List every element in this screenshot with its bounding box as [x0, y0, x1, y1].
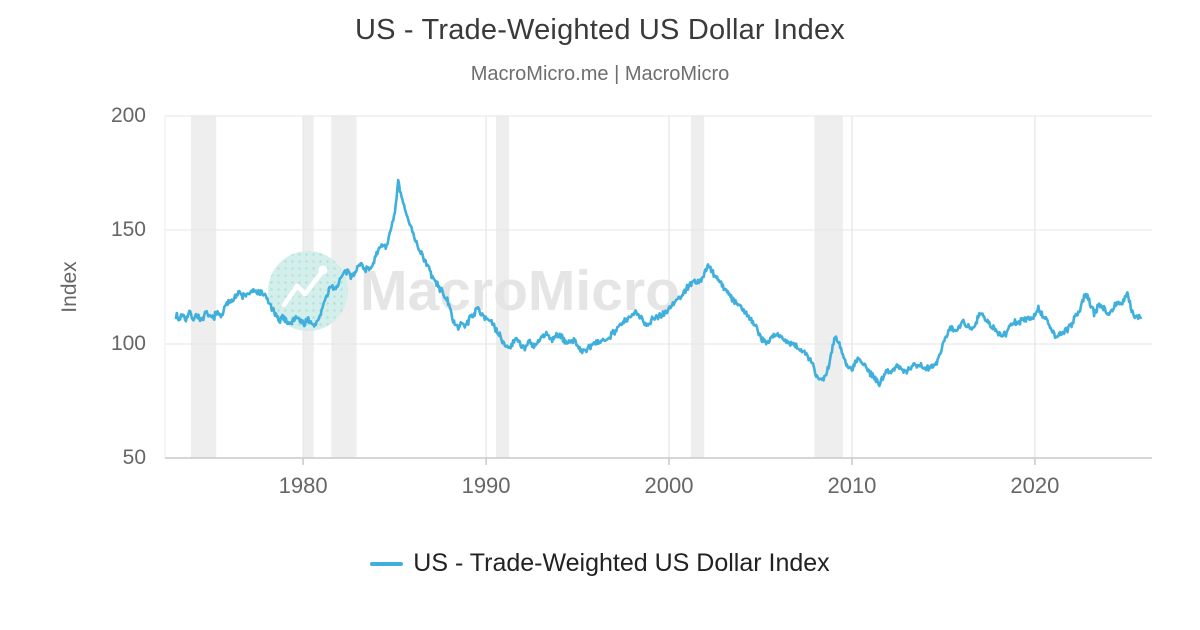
- x-tick-label: 1980: [278, 473, 328, 498]
- y-tick-label: 200: [110, 104, 146, 127]
- legend-label: US - Trade-Weighted US Dollar Index: [413, 549, 830, 577]
- legend-line-marker: [370, 561, 404, 566]
- x-tick-label: 2020: [1010, 473, 1060, 498]
- chart-subtitle: MacroMicro.me | MacroMicro: [470, 63, 730, 85]
- x-tick-label: 2000: [644, 473, 694, 498]
- y-tick-label: 100: [110, 332, 146, 355]
- x-tick-label: 1990: [461, 473, 511, 498]
- y-axis-title: Index: [58, 261, 81, 313]
- plot-area[interactable]: [165, 116, 1152, 458]
- x-tick-label: 2010: [827, 473, 877, 498]
- y-tick-label: 150: [110, 218, 146, 241]
- chart-title: US - Trade-Weighted US Dollar Index: [354, 14, 845, 46]
- y-tick-label: 50: [122, 446, 146, 469]
- legend: US - Trade-Weighted US Dollar Index: [0, 549, 1200, 578]
- legend-item[interactable]: US - Trade-Weighted US Dollar Index: [370, 549, 830, 578]
